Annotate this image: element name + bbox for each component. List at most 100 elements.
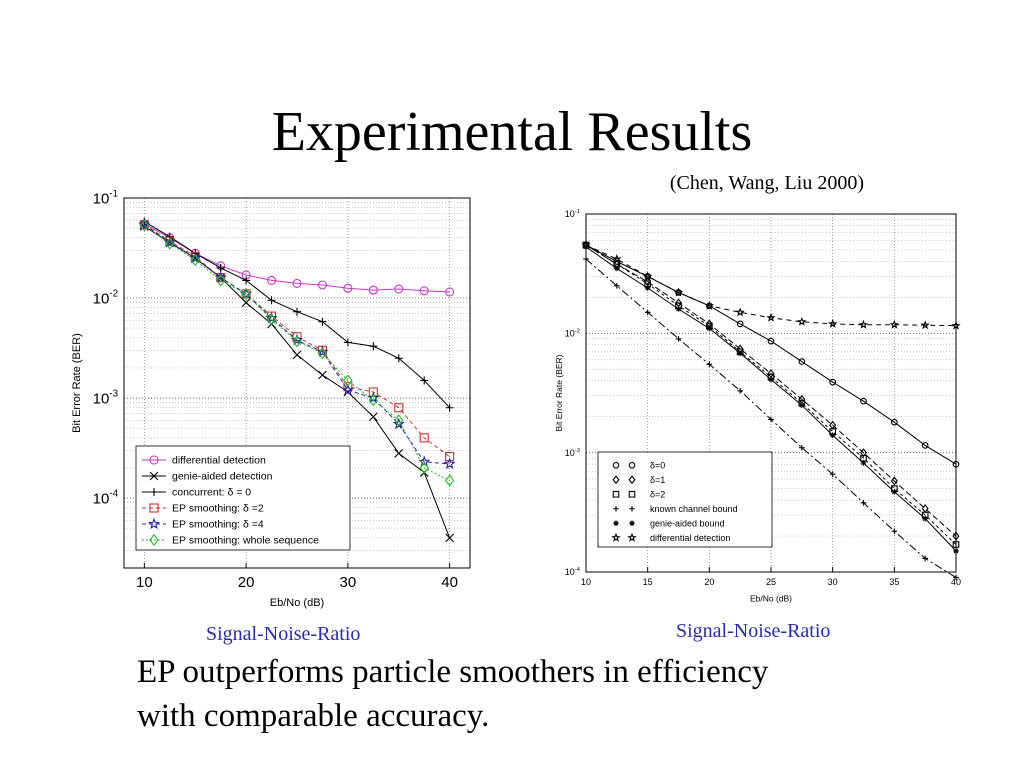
legend-marker xyxy=(149,455,159,465)
series-line xyxy=(144,224,450,465)
data-point xyxy=(951,320,961,330)
data-point xyxy=(922,555,928,562)
legend-entry: δ=0 xyxy=(612,460,665,470)
data-point xyxy=(242,276,251,285)
data-point xyxy=(860,460,867,466)
legend-marker xyxy=(627,532,637,542)
x-tick-label: 30 xyxy=(828,577,838,587)
legend-marker xyxy=(629,520,635,527)
data-point xyxy=(138,218,151,230)
data-point xyxy=(706,361,713,368)
data-point xyxy=(420,376,429,385)
legend-marker xyxy=(147,517,161,530)
x-tick-label: 35 xyxy=(889,577,899,587)
data-point xyxy=(952,541,960,548)
data-point xyxy=(737,387,743,394)
data-point xyxy=(797,316,807,326)
data-point xyxy=(644,285,651,291)
series-line xyxy=(585,244,957,327)
data-point xyxy=(675,335,682,342)
data-point xyxy=(266,313,277,326)
legend: δ=0 δ=1 δ=2 known channel bound genie-aided … xyxy=(597,451,773,548)
data-point xyxy=(418,455,431,468)
legend-marker xyxy=(612,475,620,485)
data-point xyxy=(704,300,715,310)
x-tick-label: 10 xyxy=(581,577,591,587)
data-point xyxy=(920,320,930,330)
data-point xyxy=(890,476,898,486)
data-point xyxy=(267,296,276,305)
data-point xyxy=(318,317,327,326)
data-point xyxy=(445,403,454,412)
y-tick-label: 10-1 xyxy=(565,209,580,219)
series-0 xyxy=(139,219,455,297)
legend-marker xyxy=(150,488,158,496)
data-point xyxy=(241,287,251,300)
series-line xyxy=(585,244,957,545)
data-point xyxy=(419,286,429,296)
data-point xyxy=(736,320,744,328)
data-point xyxy=(368,285,378,295)
data-point xyxy=(394,284,404,294)
grid xyxy=(124,197,470,569)
data-point xyxy=(139,219,150,232)
legend-entry: genie-aided detection xyxy=(142,471,273,483)
data-point xyxy=(766,312,776,322)
data-point xyxy=(341,383,354,396)
legend-entry: known channel bound xyxy=(613,504,738,514)
data-point xyxy=(419,461,429,475)
x-tick-label: 30 xyxy=(340,574,357,591)
x-tick-label: 20 xyxy=(704,577,714,587)
legend-entry: EP smoothing: whole sequence xyxy=(142,533,319,547)
data-point xyxy=(767,337,775,345)
data-point xyxy=(443,457,456,470)
data-point xyxy=(858,319,869,329)
ber-chart-left: 10 20 30 40 10-1 10-2 10-3 10-4 Eb/No (dB) Bit Er… xyxy=(71,190,471,609)
data-point xyxy=(581,240,591,249)
data-point xyxy=(293,307,301,316)
data-point xyxy=(737,350,743,357)
y-tick-label: 10-3 xyxy=(565,448,580,458)
data-point xyxy=(952,460,960,468)
legend-label: EP smoothing: δ =2 xyxy=(172,503,264,515)
data-point xyxy=(165,237,175,250)
data-point xyxy=(890,418,898,426)
legend: differential detection genie-aided detect… xyxy=(135,445,351,551)
legend-label: concurrent: δ = 0 xyxy=(172,487,251,499)
legend-entry: EP smoothing: δ =4 xyxy=(142,517,264,531)
legend-entry: EP smoothing: δ =2 xyxy=(142,503,264,515)
data-point xyxy=(644,309,651,316)
x-tick-label: 20 xyxy=(238,574,255,591)
data-point xyxy=(922,515,928,522)
legend-box xyxy=(597,451,773,548)
legend-label: δ=0 xyxy=(650,460,665,470)
series-line xyxy=(585,244,957,465)
y-axis-label: Bit Error Rate (BER) xyxy=(554,354,564,431)
conclusion-line-2: with comparable accuracy. xyxy=(137,698,490,734)
series-4 xyxy=(138,218,456,470)
data-point xyxy=(675,306,682,312)
legend-marker xyxy=(611,532,621,542)
data-point xyxy=(394,403,404,413)
conclusion-line-1: EP outperforms particle smoothers in eff… xyxy=(137,654,769,690)
data-point xyxy=(445,287,455,297)
data-point xyxy=(216,263,225,272)
legend-label: genie-aided bound xyxy=(650,518,725,528)
legend-label: δ=1 xyxy=(650,475,665,485)
data-point xyxy=(921,442,929,449)
legend-label: genie-aided detection xyxy=(172,471,273,483)
data-point xyxy=(798,358,806,365)
data-point xyxy=(267,275,277,285)
caption-right: Signal-Noise-Ratio xyxy=(676,620,831,642)
legend-marker xyxy=(149,471,159,481)
legend-marker xyxy=(613,505,619,512)
legend-entry: concurrent: δ = 0 xyxy=(142,487,251,499)
legend-marker xyxy=(149,533,159,547)
x-tick-label: 25 xyxy=(766,577,776,587)
data-point xyxy=(265,311,278,324)
caption-left: Signal-Noise-Ratio xyxy=(206,623,361,645)
y-tick-label: 10-4 xyxy=(93,489,119,508)
data-point xyxy=(706,325,713,332)
data-point xyxy=(369,342,378,351)
data-point xyxy=(860,500,867,506)
